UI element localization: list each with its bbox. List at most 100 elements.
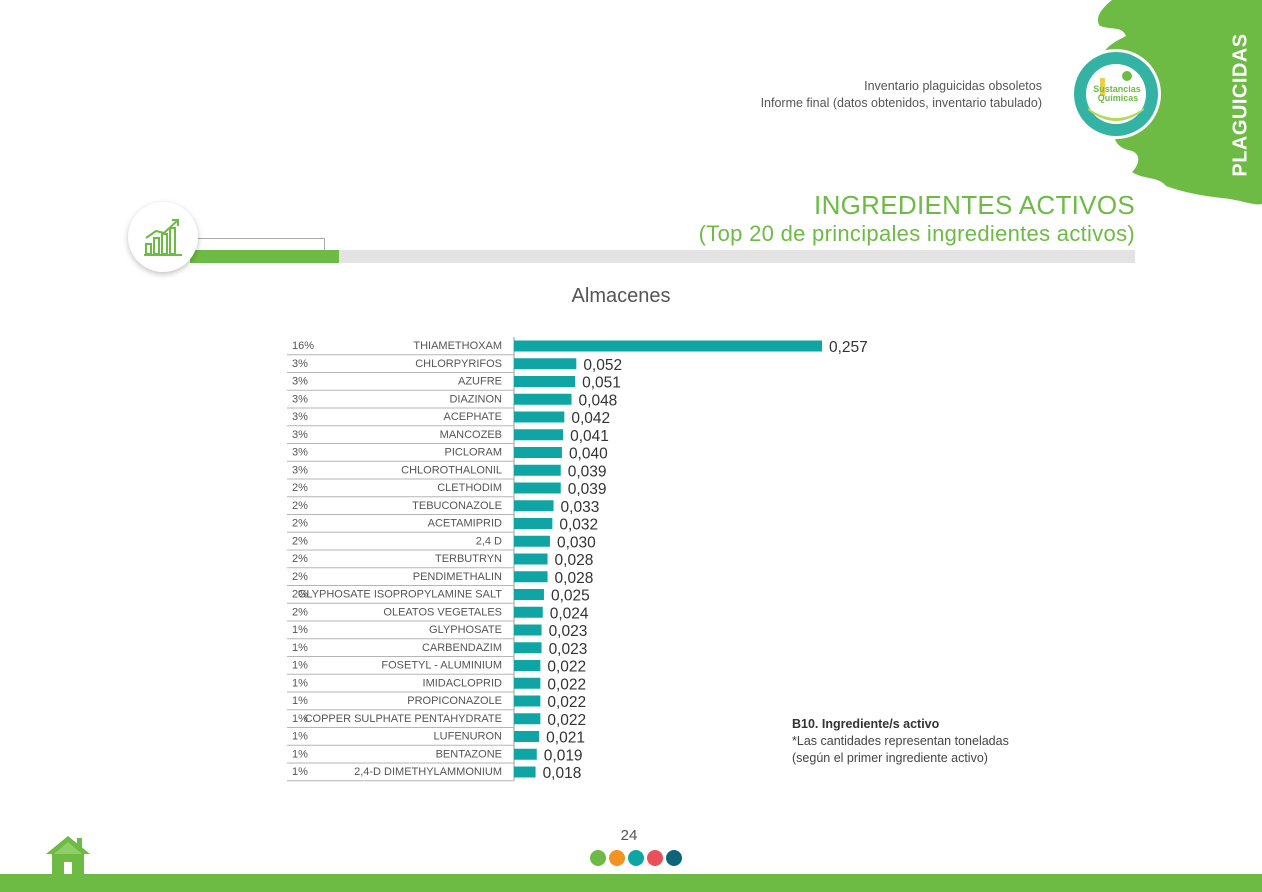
percent-label: 1%	[292, 695, 308, 707]
value-label: 0,021	[546, 730, 585, 747]
chart-title: Almacenes	[571, 285, 671, 307]
footer-bar	[0, 874, 1262, 892]
percent-label: 2%	[292, 553, 308, 565]
home-button[interactable]	[44, 834, 92, 876]
document-subtitle: Informe final (datos obtenidos, inventar…	[760, 96, 1042, 110]
percent-label: 1%	[292, 677, 308, 689]
value-label: 0,048	[579, 392, 618, 409]
brand-dot	[609, 850, 625, 866]
brand-dot	[666, 850, 682, 866]
category-label: LUFENURON	[434, 731, 503, 743]
bar	[514, 642, 542, 654]
value-label: 0,022	[547, 712, 586, 729]
category-label: CLETHODIM	[437, 482, 502, 494]
category-label: CHLORPYRIFOS	[415, 358, 502, 370]
value-label: 0,023	[549, 641, 588, 658]
value-label: 0,022	[547, 659, 586, 676]
category-label: GLYPHOSATE	[429, 624, 502, 636]
value-label: 0,023	[549, 623, 588, 640]
section-divider-accent	[190, 250, 339, 263]
bar	[514, 766, 536, 778]
value-label: 0,041	[570, 428, 609, 445]
category-label: OLEATOS VEGETALES	[383, 606, 502, 618]
value-label: 0,040	[569, 446, 608, 463]
header-green-splash	[1092, 0, 1262, 210]
value-label: 0,042	[571, 410, 610, 427]
percent-label: 2%	[292, 518, 308, 530]
percent-label: 1%	[292, 624, 308, 636]
brand-dot	[590, 850, 606, 866]
bar	[514, 340, 822, 352]
category-label: IMIDACLOPRID	[423, 677, 503, 689]
value-label: 0,033	[561, 499, 600, 516]
note-line-2: (según el primer ingrediente activo)	[792, 751, 988, 765]
bar	[514, 677, 541, 689]
bar	[514, 571, 548, 583]
value-label: 0,039	[568, 481, 607, 498]
note-title: B10. Ingrediente/s activo	[792, 717, 940, 731]
percent-label: 2%	[292, 589, 308, 601]
category-label: TERBUTRYN	[435, 553, 502, 565]
category-label: PENDIMETHALIN	[413, 571, 502, 583]
chart-note: B10. Ingrediente/s activo *Las cantidade…	[792, 716, 1009, 767]
category-label: COPPER SULPHATE PENTAHYDRATE	[305, 713, 502, 725]
seal-text-sub: Químicas	[1098, 93, 1139, 103]
section-title: INGREDIENTES ACTIVOS	[814, 190, 1135, 220]
bar	[514, 606, 543, 618]
category-label: DIAZINON	[449, 393, 502, 405]
percent-label: 2%	[292, 606, 308, 618]
percent-label: 16%	[292, 340, 314, 352]
percent-label: 3%	[292, 429, 308, 441]
category-label: TEBUCONAZOLE	[412, 500, 502, 512]
category-label: CARBENDAZIM	[422, 642, 502, 654]
document-header: Inventario plaguicidas obsoletos Informe…	[761, 78, 1042, 112]
section-divider-bar	[190, 250, 1135, 263]
percent-label: 3%	[292, 411, 308, 423]
percent-label: 2%	[292, 571, 308, 583]
section-heading: INGREDIENTES ACTIVOS (Top 20 de principa…	[699, 190, 1135, 248]
bar	[514, 553, 548, 565]
category-label: 2,4 D	[476, 535, 502, 547]
seal-text-main: Sustancias	[1093, 84, 1141, 94]
value-label: 0,032	[559, 517, 598, 534]
category-label: THIAMETHOXAM	[413, 340, 502, 352]
category-label: MANCOZEB	[440, 429, 502, 441]
percent-label: 2%	[292, 535, 308, 547]
brand-dot	[628, 850, 644, 866]
category-label: ACEPHATE	[444, 411, 502, 423]
bar	[514, 748, 537, 760]
bar	[514, 393, 572, 405]
section-subtitle: (Top 20 de principales ingredientes acti…	[698, 221, 1135, 246]
sustancias-quimicas-seal-logo: Sustancias Químicas	[1070, 48, 1162, 140]
value-label: 0,019	[544, 747, 583, 764]
percent-label: 1%	[292, 642, 308, 654]
bar	[514, 464, 561, 476]
category-label: ACETAMIPRID	[428, 518, 502, 530]
bar	[514, 518, 553, 529]
percent-label: 1%	[292, 748, 308, 760]
value-label: 0,022	[547, 694, 586, 711]
category-label: CHLOROTHALONIL	[401, 464, 502, 476]
growth-chart-icon	[144, 219, 182, 256]
note-line-1: *Las cantidades representan toneladas	[792, 734, 1009, 748]
value-label: 0,030	[557, 534, 596, 551]
bar	[514, 447, 562, 458]
percent-label: 3%	[292, 393, 308, 405]
value-label: 0,051	[582, 375, 621, 392]
bar	[514, 358, 577, 370]
percent-label: 3%	[292, 358, 308, 370]
bar	[514, 695, 541, 707]
category-label: FOSETYL - ALUMINIUM	[381, 660, 502, 672]
bar	[514, 376, 576, 387]
bar	[514, 482, 561, 494]
bar	[514, 624, 542, 636]
growth-chart-badge	[128, 202, 198, 272]
percent-label: 1%	[292, 731, 308, 743]
brand-dot	[647, 850, 663, 866]
percent-label: 2%	[292, 500, 308, 512]
percent-label: 1%	[292, 713, 308, 725]
bar	[514, 500, 554, 512]
percent-label: 3%	[292, 447, 308, 459]
document-title: Inventario plaguicidas obsoletos	[864, 79, 1042, 93]
